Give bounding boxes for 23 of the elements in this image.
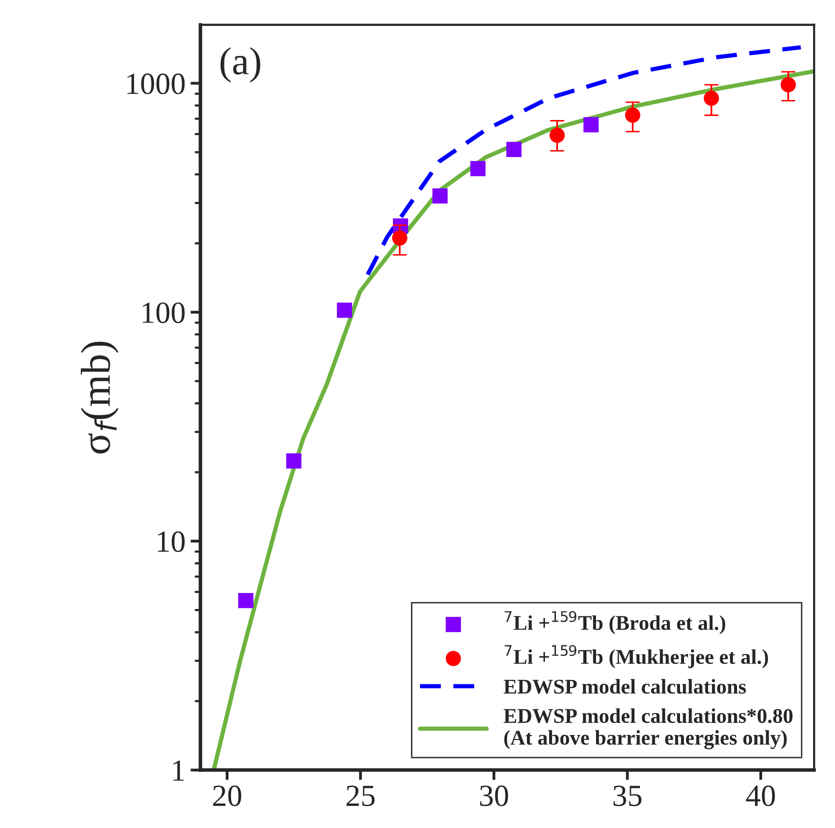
x-tick-label: 20 [213,786,242,806]
x-tick-label: 25 [346,786,375,806]
y-tick-label: 100 [142,302,185,324]
point [506,142,522,158]
point [432,188,448,204]
annotation: (a) [220,47,260,82]
point [470,160,486,176]
line-series [366,45,803,277]
y-tick-label: 10 [158,531,185,552]
x-tick-label: 35 [614,786,642,806]
point [336,302,352,318]
legend-label: EDWSP model calculations [504,679,746,694]
point [238,592,254,608]
point [583,117,599,132]
x-tick-label: 40 [746,786,775,806]
x-tick-label: 30 [480,786,508,806]
point [286,453,302,469]
legend-label: EDWSP model calculations*0.80 (At above barrier energies only) [504,708,792,750]
legend-label: $^{7}$Li +$^{159}$Tb (Mukherjee et al.) [504,644,768,668]
y-axis-title: σ$_{f}$(mb) [80,342,119,454]
y-tick-label: 1000 [127,74,185,94]
legend-label: $^{7}$Li +$^{159}$Tb (Broda et al.) [504,611,726,634]
y-tick-label: 1 [173,760,184,781]
